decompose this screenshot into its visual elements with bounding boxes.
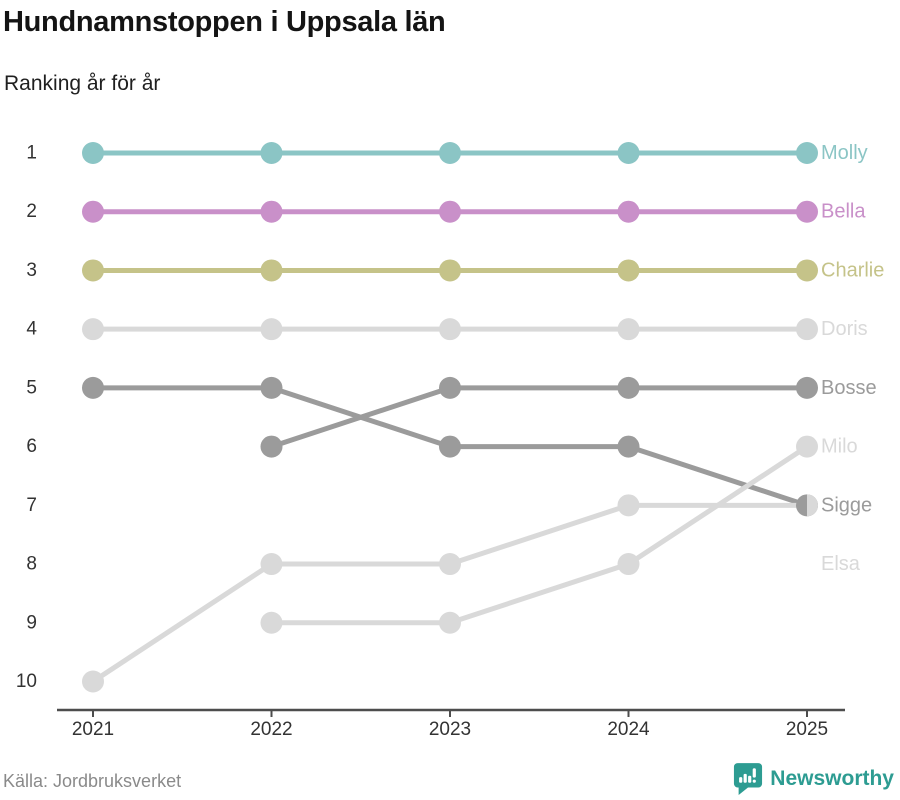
data-point-Bosse-2025 — [796, 376, 818, 399]
bump-chart: 2021 2022 2023 2024 2025 1 2 3 4 5 6 7 8 9 10 Molly Bell… — [16, 142, 884, 740]
data-point-Charlie-2022 — [260, 259, 283, 282]
data-point-Sigge-2022 — [260, 376, 283, 399]
data-point-Molly-2025 — [796, 142, 818, 164]
y-axis-label-3: 3 — [26, 260, 37, 281]
data-point-Sigge-2024 — [617, 435, 640, 458]
data-point-Bella-2024 — [617, 200, 640, 223]
data-point-Milo-2022 — [260, 611, 283, 634]
y-axis-label-4: 4 — [26, 319, 37, 340]
data-point-Doris-2022 — [260, 318, 283, 341]
newsworthy-logo: Newsworthy — [733, 762, 894, 796]
series-label-Milo: Milo — [821, 436, 858, 458]
data-point-Bella-2023 — [439, 200, 461, 223]
data-point-Doris-2023 — [439, 318, 461, 341]
logo-exclamation-bar — [752, 768, 757, 778]
chart-subtitle: Ranking år för år — [4, 72, 161, 95]
x-axis-label-2022: 2022 — [250, 719, 292, 740]
data-point-Molly-2024 — [617, 142, 640, 164]
data-point-Doris-2025 — [796, 318, 818, 341]
data-point-Doris-2021 — [82, 318, 104, 341]
data-point-Elsa-2025-half — [807, 494, 819, 517]
series-label-Charlie: Charlie — [821, 259, 884, 281]
page-title: Hundnamnstoppen i Uppsala län — [3, 6, 446, 38]
source-note: Källa: Jordbruksverket — [3, 771, 182, 791]
data-point-Charlie-2025 — [796, 259, 818, 282]
data-point-Molly-2021 — [82, 142, 104, 164]
series-label-Bosse: Bosse — [821, 377, 877, 399]
logo-bar-2 — [743, 773, 748, 783]
series-line-Milo — [269, 444, 810, 626]
data-point-Sigge-2023 — [439, 435, 461, 458]
x-axis-label-2023: 2023 — [429, 719, 471, 740]
series-label-Elsa: Elsa — [821, 553, 861, 575]
data-point-Bella-2025 — [796, 200, 818, 223]
x-axis-label-2024: 2024 — [607, 719, 650, 740]
data-point-Charlie-2024 — [617, 259, 640, 282]
y-axis-label-9: 9 — [26, 612, 37, 633]
series-line-Elsa — [90, 502, 810, 684]
data-point-Charlie-2023 — [439, 259, 461, 282]
logo-exclamation-dot — [752, 779, 757, 783]
y-axis-label-10: 10 — [16, 671, 37, 692]
data-point-Milo-2024 — [617, 553, 640, 576]
data-point-Milo-2025 — [796, 435, 818, 458]
logo-bar-3 — [748, 775, 752, 783]
data-point-Elsa-2022 — [260, 553, 283, 576]
data-point-Doris-2024 — [617, 318, 640, 341]
y-axis-label-2: 2 — [26, 201, 37, 222]
series-label-Sigge: Sigge — [821, 494, 872, 516]
data-point-Charlie-2021 — [82, 259, 104, 282]
logo-bar-1 — [739, 777, 743, 783]
series-label-Molly: Molly — [821, 142, 868, 164]
y-axis-label-8: 8 — [26, 554, 37, 575]
y-axis-label-7: 7 — [26, 495, 37, 516]
data-point-Molly-2023 — [439, 142, 461, 164]
data-point-Bosse-2024 — [617, 376, 640, 399]
data-point-Sigge-2021 — [82, 376, 104, 399]
x-axis-label-2021: 2021 — [72, 719, 114, 740]
y-axis-label-5: 5 — [26, 377, 37, 398]
data-point-Bella-2022 — [260, 200, 283, 223]
data-point-Elsa-2024 — [617, 494, 640, 517]
data-point-Milo-2023 — [439, 611, 461, 634]
data-point-Bosse-2023 — [439, 376, 461, 399]
data-point-Elsa-2023 — [439, 553, 461, 576]
data-point-Elsa-2021 — [82, 670, 104, 693]
data-point-Molly-2022 — [260, 142, 283, 164]
series-label-Bella: Bella — [821, 201, 866, 223]
y-axis-label-6: 6 — [26, 436, 37, 457]
data-point-Bella-2021 — [82, 200, 104, 223]
data-point-Bosse-2022 — [260, 435, 283, 458]
brand-wordmark: Newsworthy — [770, 767, 894, 790]
series-line-Bosse — [269, 385, 810, 450]
series-label-Doris: Doris — [821, 318, 868, 340]
y-axis-label-1: 1 — [26, 143, 37, 164]
newsworthy-logo-icon — [734, 763, 763, 795]
x-axis-label-2025: 2025 — [786, 719, 828, 740]
logo-bubble-shape — [734, 763, 763, 795]
